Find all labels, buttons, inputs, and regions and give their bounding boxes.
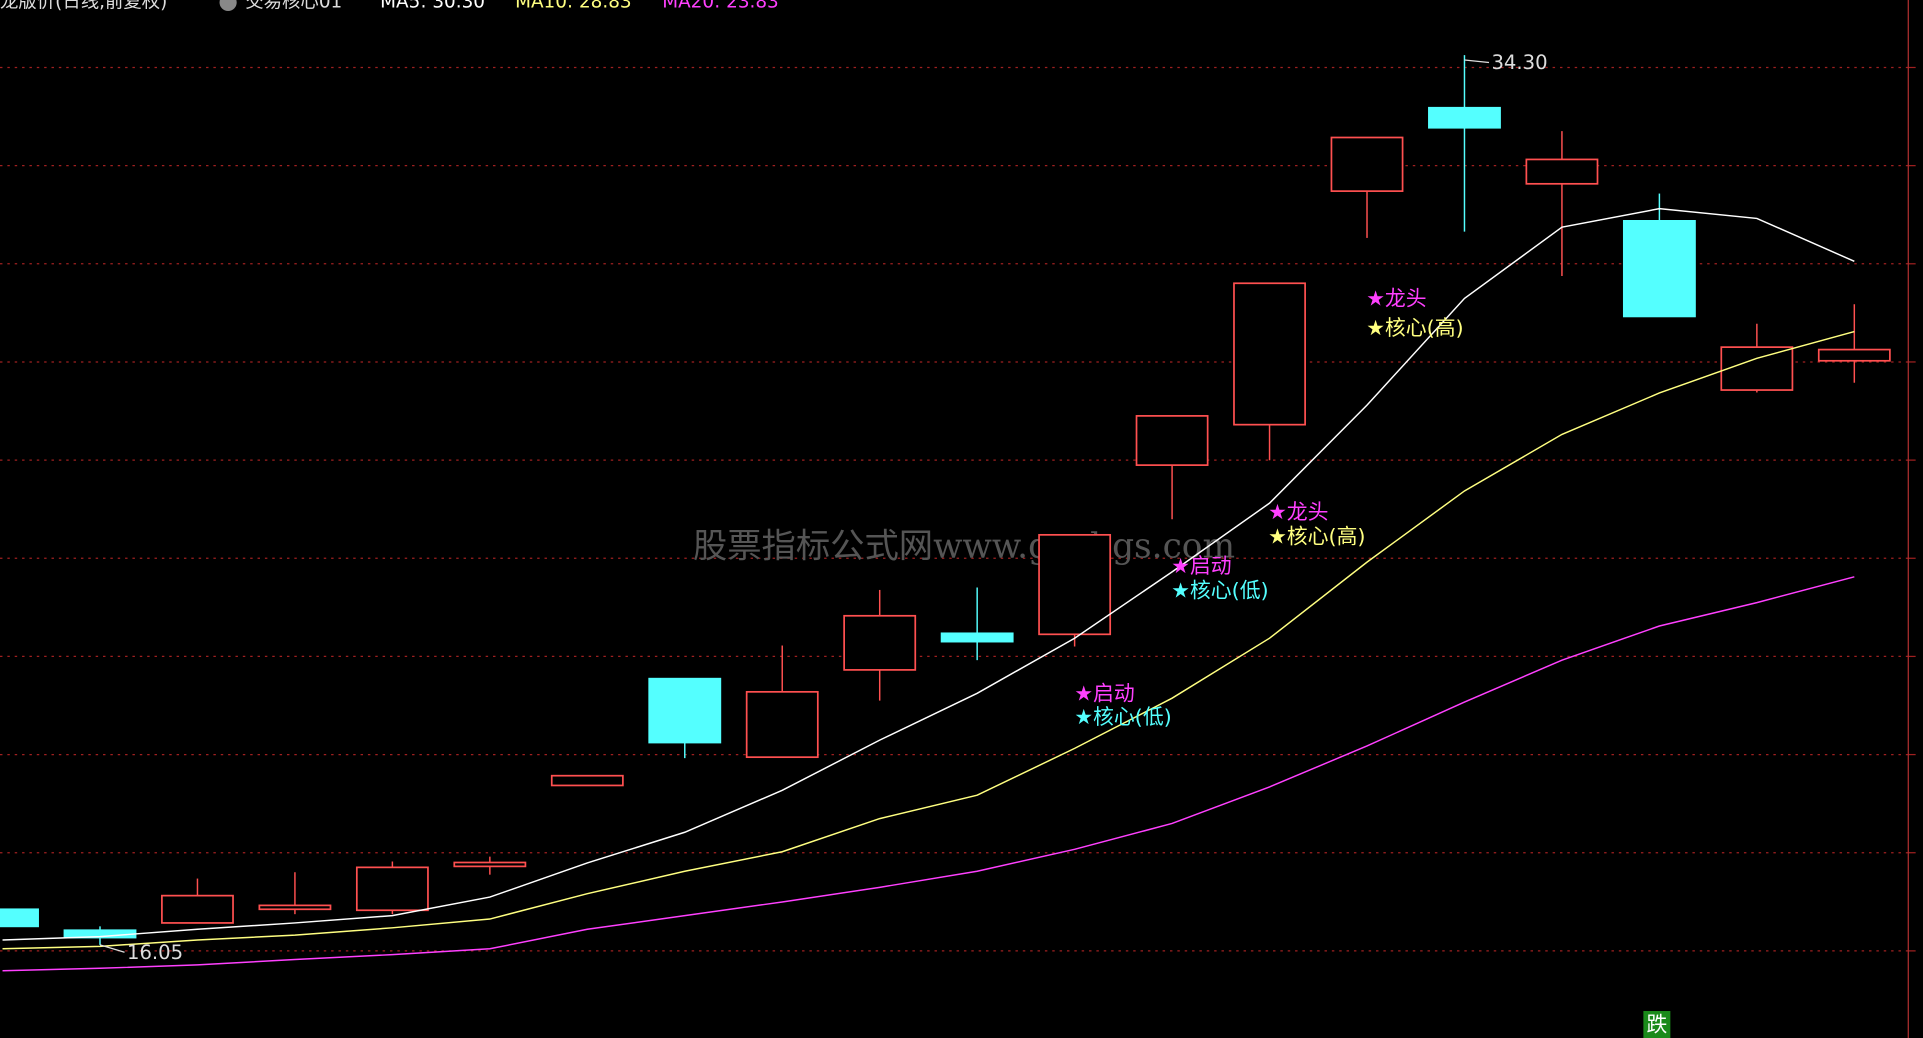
annotation: ★启动	[1074, 681, 1134, 705]
watermark: 股票指标公式网www.gpzbgs.com	[693, 526, 1235, 566]
plot: 34.3016.05★龙头★核心(高)★龙头★核心(高)★启动★核心(低)★启动…	[0, 51, 1891, 972]
header-icon	[219, 0, 237, 12]
candle-body	[355, 866, 429, 912]
annotation: ★龙头	[1268, 500, 1328, 524]
candle-body	[1720, 346, 1794, 391]
candle-body	[161, 894, 234, 924]
ma-line	[2, 207, 1855, 941]
candle-body	[1622, 220, 1696, 318]
candle-body	[453, 861, 527, 868]
candle-body	[0, 908, 39, 928]
legend-entry: MA10: 28.83	[515, 0, 632, 12]
candle-body	[1038, 533, 1112, 636]
ma-line	[2, 330, 1855, 950]
legend-entry: MA20: 23.83	[662, 0, 779, 12]
annotation: ★核心(高)	[1268, 524, 1365, 548]
legend-entry: MA5: 30.30	[380, 0, 485, 12]
header-symbol: 龙版价(日线,前复权)	[0, 0, 167, 12]
candle-body	[550, 774, 624, 787]
annotation: ★核心(高)	[1366, 316, 1463, 340]
extreme-high-label: 34.30	[1491, 51, 1547, 74]
candle-body	[1817, 348, 1891, 362]
ma-line	[2, 576, 1855, 972]
candle-body	[258, 904, 332, 911]
candle-body	[648, 677, 722, 744]
candle-body	[1428, 106, 1501, 129]
extreme-pointer	[99, 944, 125, 953]
candle-body	[1233, 282, 1306, 426]
annotation: ★启动	[1171, 554, 1231, 578]
candle-body	[1330, 136, 1404, 192]
signal-box	[1643, 1011, 1671, 1038]
candle-body	[745, 690, 819, 759]
candle-body	[940, 632, 1014, 643]
signal-label: 跌	[1646, 1013, 1667, 1037]
annotation: ★龙头	[1366, 286, 1426, 310]
annotation: ★核心(低)	[1074, 705, 1171, 729]
header-indicator: 交易核心01	[245, 0, 342, 12]
extreme-low-label: 16.05	[127, 941, 183, 964]
extreme-pointer	[1464, 59, 1490, 64]
candle-body	[1135, 415, 1209, 466]
candle-body	[843, 614, 917, 671]
annotation: ★核心(低)	[1171, 578, 1268, 602]
candle-body	[1525, 158, 1599, 185]
